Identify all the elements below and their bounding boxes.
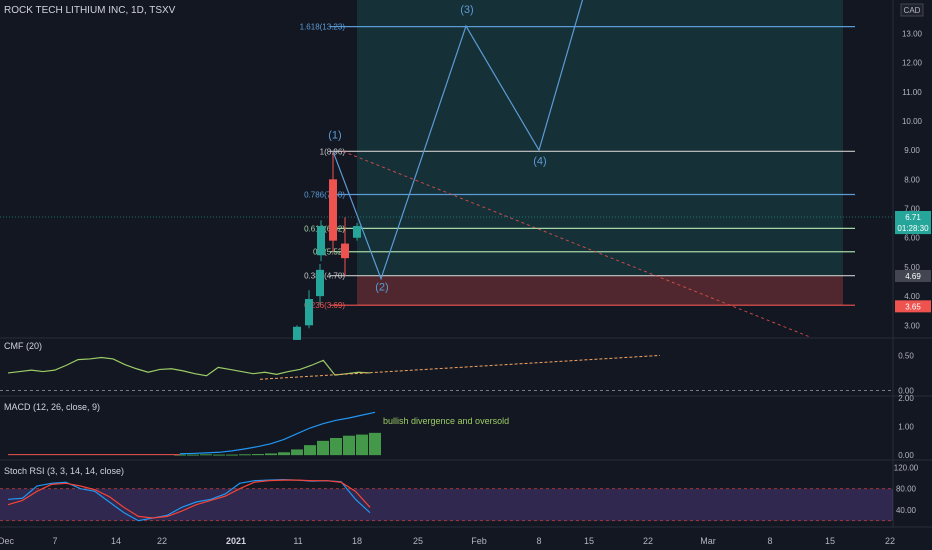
macd-histogram-bar [304,445,316,456]
cmf-pane-title: CMF (20) [4,341,42,351]
price-tag-label: 3.65 [905,302,921,311]
fib-level-label: 1(8.96) [320,147,346,156]
macd-axis-label: 2.00 [898,394,914,403]
cmf-line [7,356,371,377]
price-axis-label: 7.00 [904,205,920,214]
x-tick-label: Feb [471,536,487,546]
x-tick-label: 15 [825,536,835,546]
fib-level-label: 0.236(3.69) [304,301,345,310]
x-tick-label: 14 [111,536,121,546]
price-axis-label: 8.00 [904,175,920,184]
macd-histogram-bar [278,452,290,456]
x-tick-label: Mar [700,536,716,546]
fib-level-label: 0.5(5.52) [313,248,345,257]
currency-label: CAD [904,6,921,15]
macd-histogram-bar [265,453,277,456]
price-tag-label: 4.69 [905,272,921,281]
stoch-d-line [7,479,371,519]
stoch-axis-label: 120.00 [894,463,919,472]
x-tick-label: 8 [536,536,541,546]
price-tag [895,222,931,235]
fib-level-label: 0.382(4.70) [304,272,345,281]
x-tick-label: Dec [0,536,14,546]
macd-histogram-bar [213,454,225,456]
macd-histogram-bar [343,435,355,456]
stoch-axis-label: 40.00 [896,506,917,515]
price-tag [895,269,931,282]
macd-histogram-bar [239,454,251,456]
macd-histogram-bar [252,454,264,456]
price-axis-label: 13.00 [902,29,923,38]
price-axis-label: 11.00 [902,88,922,97]
x-tick-label: 8 [767,536,772,546]
macd-axis-label: 1.00 [898,423,914,432]
candle-body [329,179,337,241]
candle-body [353,226,361,238]
macd-histogram-bar [317,440,329,456]
fib-level-label: 1.618(13.23) [300,23,346,32]
x-tick-label: 11 [293,536,302,546]
wave-label: (2) [375,281,388,293]
cmf-axis-label: 0.00 [898,386,914,395]
macd-axis-label: 0.00 [898,451,914,460]
x-tick-label: 15 [584,536,594,546]
price-axis-label: 12.00 [902,59,923,68]
macd-histogram-bar [200,454,212,456]
x-tick-label: 22 [157,536,167,546]
price-axis-label: 10.00 [902,117,923,126]
price-axis-label: 5.00 [904,263,920,272]
elliott-wave-path [332,0,584,281]
target-zone [357,0,843,276]
x-tick-label: 22 [885,536,895,546]
macd-histogram-bar [369,432,381,456]
candle-body [316,269,324,297]
macd-histogram-bar [187,454,199,456]
candle-body [305,299,313,326]
price-tag-label: 6.71 [905,213,921,222]
price-tag-label: 01:28:30 [897,224,929,233]
wave-label: (4) [533,156,546,168]
price-axis-label: 6.00 [904,234,920,243]
x-tick-label: 7 [52,536,57,546]
macd-histogram-bar [291,449,303,456]
macd-histogram-bar [330,438,342,456]
candle-body [317,226,325,256]
wave-label: (1) [328,129,341,141]
price-tag [895,211,931,224]
fib-level-label: 0.786(7.48) [304,191,345,200]
macd-line [179,411,376,455]
x-tick-label: 25 [413,536,423,546]
stoch-pane-title: Stoch RSI (3, 3, 14, 14, close) [4,466,125,476]
price-axis-label: 3.00 [904,321,920,330]
x-tick-label: 2021 [226,536,246,546]
macd-histogram-bar [226,454,238,456]
macd-annotation: bullish divergence and oversold [383,416,509,426]
chart-title: ROCK TECH LITHIUM INC, 1D, TSXV [4,5,176,16]
cmf-trend-line [259,354,661,380]
price-axis-label: 4.00 [904,292,920,301]
currency-badge [900,3,924,17]
x-tick-label: 22 [643,536,653,546]
stop-zone [357,275,843,306]
stoch-axis-label: 80.00 [896,485,917,494]
candle-body [341,243,349,259]
stoch-band [0,488,893,521]
wave-label: (3) [460,4,473,16]
x-tick-label: 18 [352,536,362,546]
price-tag [895,300,931,313]
macd-histogram-bar [356,434,368,456]
candle-body [293,326,301,340]
cmf-axis-label: 0.50 [898,351,914,360]
price-axis-label: 9.00 [904,146,920,155]
macd-pane-title: MACD (12, 26, close, 9) [4,402,101,412]
